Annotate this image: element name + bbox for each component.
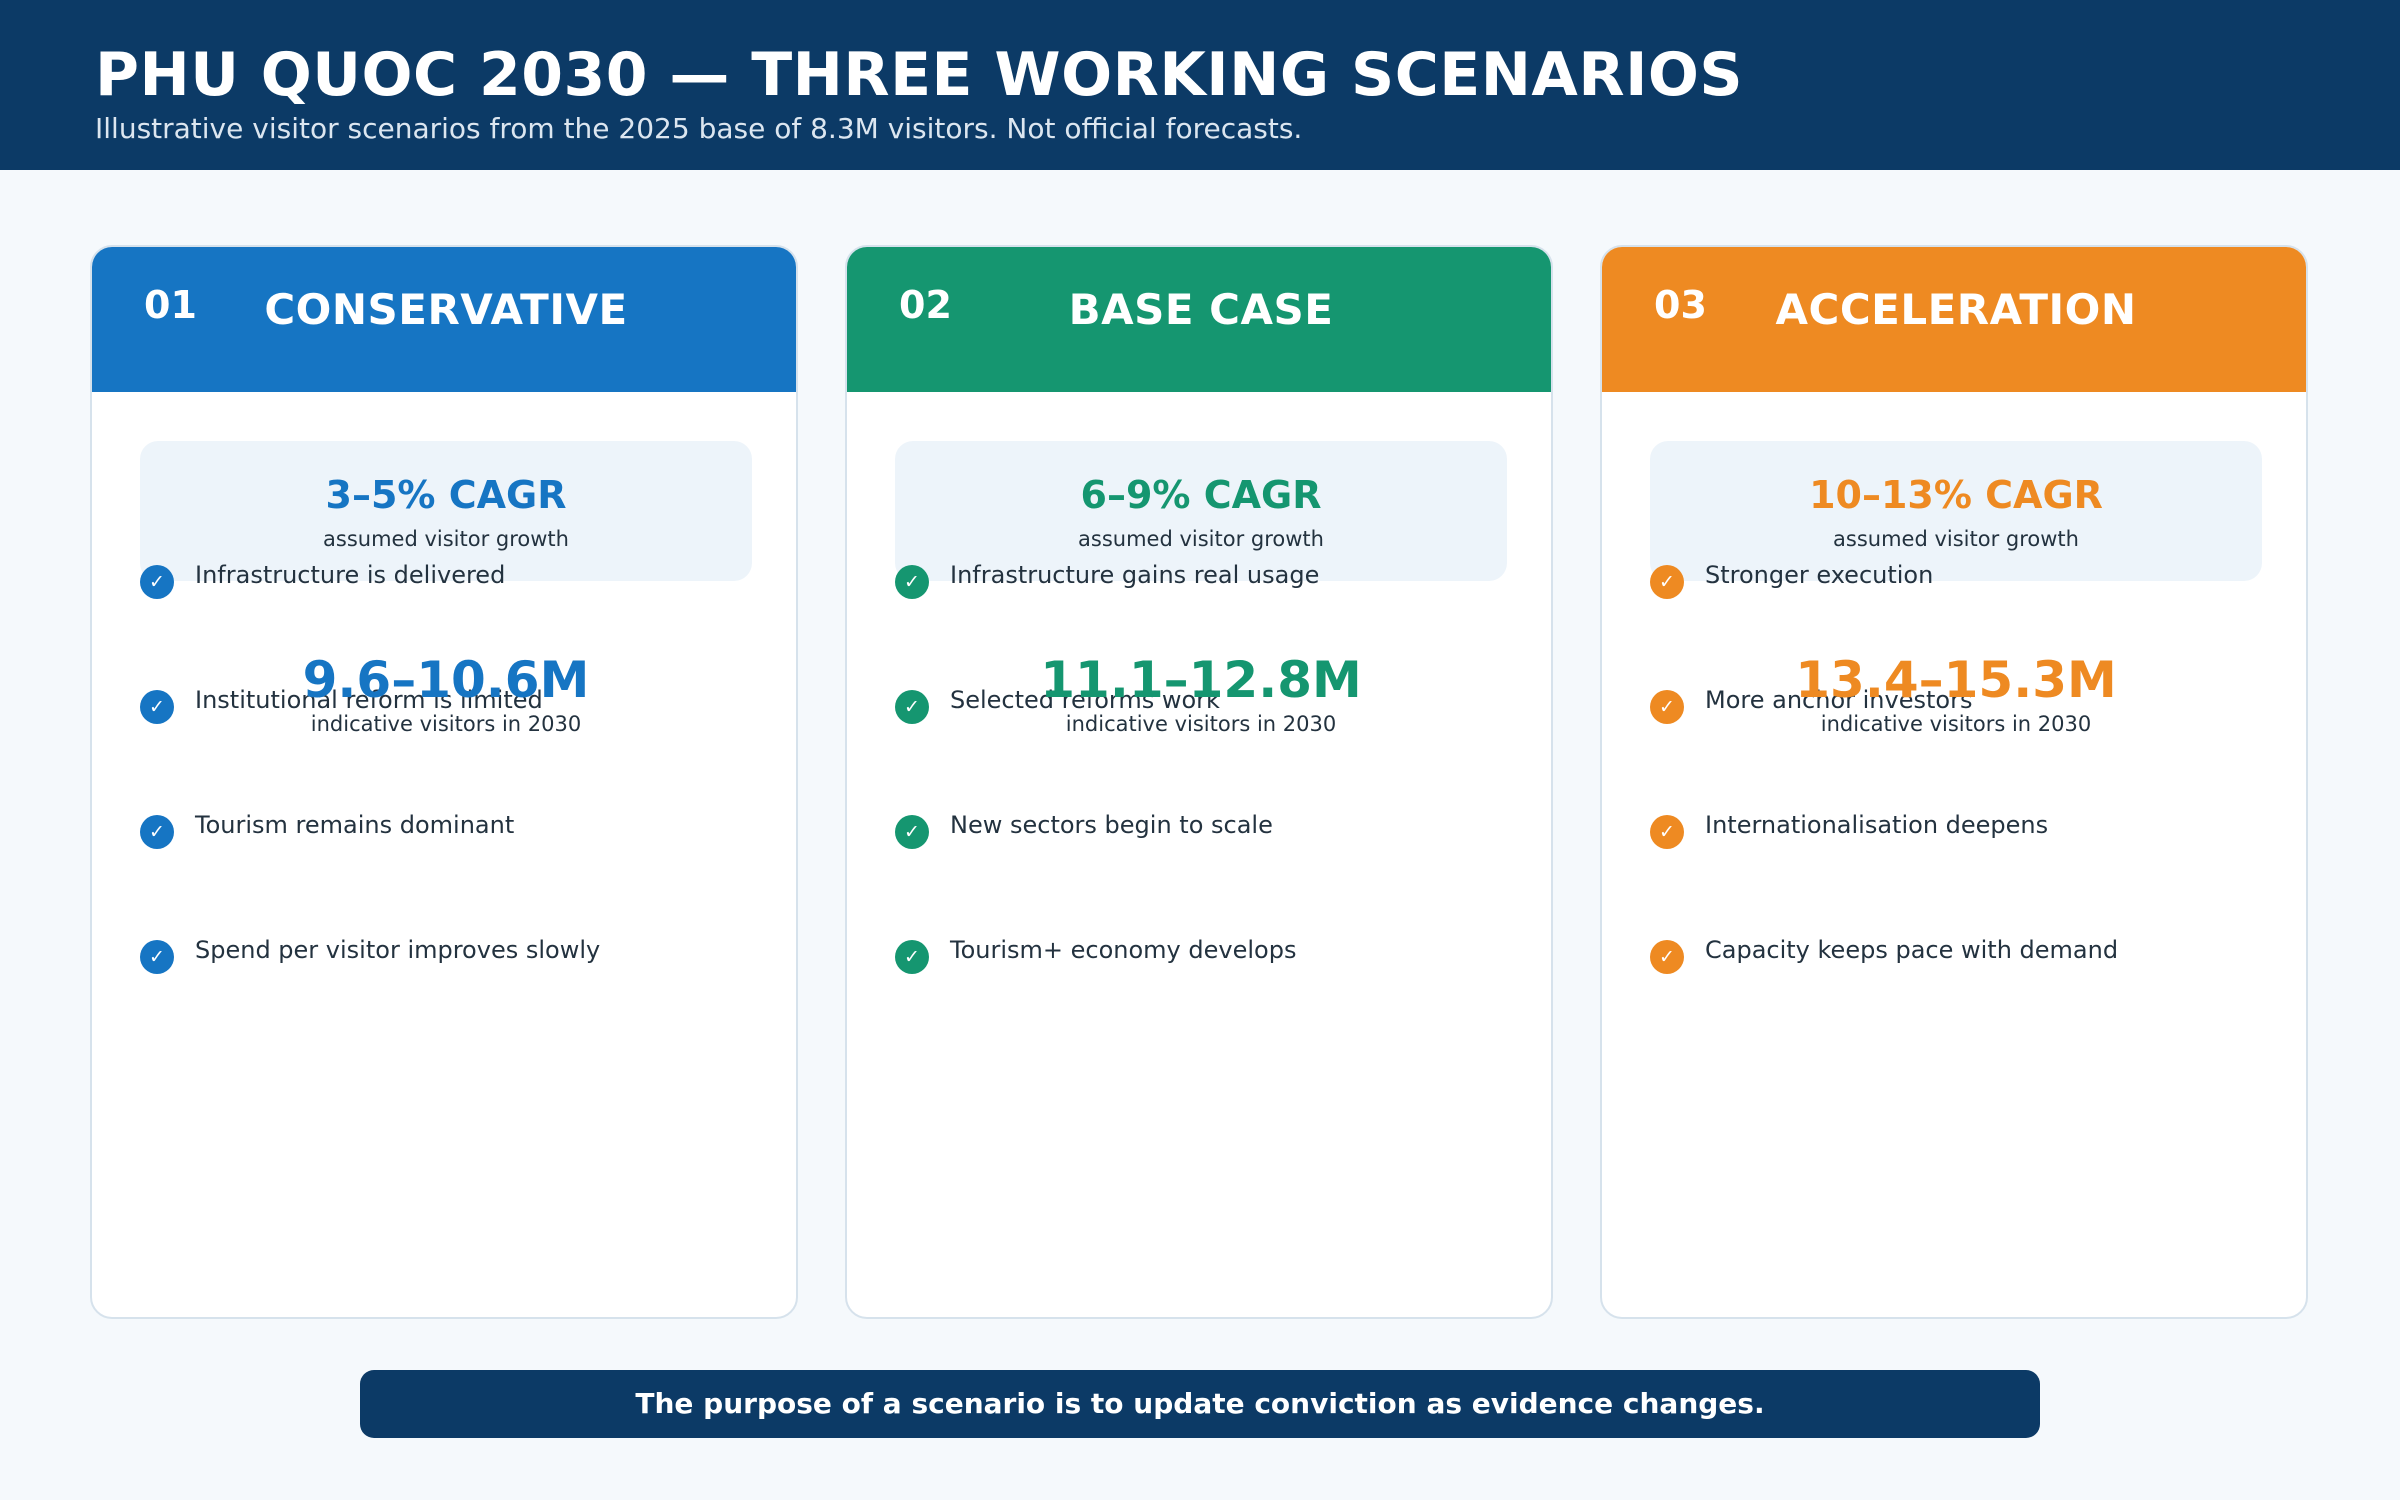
scenario-card-conservative: 01 CONSERVATIVE 3–5% CAGR assumed visito…	[90, 245, 798, 1319]
check-icon: ✓	[140, 690, 174, 724]
visitors-value: 11.1–12.8M	[1040, 651, 1362, 709]
check-icon: ✓	[140, 815, 174, 849]
scenario-name: CONSERVATIVE	[264, 285, 628, 334]
check-icon: ✓	[895, 940, 929, 974]
scenario-name: BASE CASE	[1068, 285, 1334, 334]
cagr-panel	[1650, 441, 2262, 581]
list-item: ✓ Internationalisation deepens	[1650, 811, 2290, 855]
footer-banner: The purpose of a scenario is to update c…	[360, 1370, 2040, 1438]
list-item-text: Stronger execution	[1705, 561, 1934, 589]
visitors-value: 9.6–10.6M	[302, 651, 590, 709]
visitors-label: indicative visitors in 2030	[1820, 712, 2092, 736]
check-icon: ✓	[1650, 690, 1684, 724]
list-item: ✓ Selected reforms work	[895, 686, 1535, 730]
list-item-text: Spend per visitor improves slowly	[195, 936, 601, 964]
list-item: ✓ Infrastructure gains real usage	[895, 561, 1535, 605]
list-item: ✓ New sectors begin to scale	[895, 811, 1535, 855]
list-item: ✓ More anchor investors	[1650, 686, 2290, 730]
scenario-number: 02	[899, 283, 952, 327]
check-icon: ✓	[140, 940, 174, 974]
scenario-header: 01 CONSERVATIVE	[92, 247, 796, 392]
check-icon: ✓	[895, 565, 929, 599]
list-item-text: Institutional reform is limited	[195, 686, 543, 714]
cagr-panel	[895, 441, 1507, 581]
cagr-label: assumed visitor growth	[1833, 527, 2079, 551]
header-banner: PHU QUOC 2030 — THREE WORKING SCENARIOS …	[0, 0, 2400, 170]
scenario-card-acceleration: 03 ACCELERATION 10–13% CAGR assumed visi…	[1600, 245, 2308, 1319]
cagr-panel	[140, 441, 752, 581]
cagr-value: 3–5% CAGR	[325, 473, 567, 517]
scenario-card-base-case: 02 BASE CASE 6–9% CAGR assumed visitor g…	[845, 245, 1553, 1319]
list-item: ✓ Capacity keeps pace with demand	[1650, 936, 2290, 980]
visitors-label: indicative visitors in 2030	[1065, 712, 1337, 736]
list-item-text: Infrastructure gains real usage	[950, 561, 1320, 589]
scenario-name: ACCELERATION	[1775, 285, 2137, 334]
scenario-header: 03 ACCELERATION	[1602, 247, 2306, 392]
list-item-text: Tourism+ economy develops	[950, 936, 1297, 964]
visitors-value: 13.4–15.3M	[1795, 651, 2117, 709]
list-item-text: Capacity keeps pace with demand	[1705, 936, 2119, 964]
list-item-text: More anchor investors	[1705, 686, 1973, 714]
cagr-label: assumed visitor growth	[323, 527, 569, 551]
list-item: ✓ Infrastructure is delivered	[140, 561, 780, 605]
list-item-text: Internationalisation deepens	[1705, 811, 2049, 839]
list-item-text: Tourism remains dominant	[195, 811, 515, 839]
check-icon: ✓	[140, 565, 174, 599]
list-item-text: New sectors begin to scale	[950, 811, 1273, 839]
page-subtitle: Illustrative visitor scenarios from the …	[95, 112, 1303, 145]
check-icon: ✓	[895, 815, 929, 849]
cagr-label: assumed visitor growth	[1078, 527, 1324, 551]
list-item: ✓ Institutional reform is limited	[140, 686, 780, 730]
check-icon: ✓	[1650, 815, 1684, 849]
list-item: ✓ Tourism remains dominant	[140, 811, 780, 855]
list-item-text: Selected reforms work	[950, 686, 1220, 714]
list-item: ✓ Tourism+ economy develops	[895, 936, 1535, 980]
visitors-label: indicative visitors in 2030	[310, 712, 582, 736]
scenario-number: 01	[144, 283, 197, 327]
cagr-value: 10–13% CAGR	[1809, 473, 2103, 517]
list-item-text: Infrastructure is delivered	[195, 561, 506, 589]
list-item: ✓ Spend per visitor improves slowly	[140, 936, 780, 980]
cagr-value: 6–9% CAGR	[1080, 473, 1322, 517]
check-icon: ✓	[1650, 940, 1684, 974]
page-title: PHU QUOC 2030 — THREE WORKING SCENARIOS	[95, 40, 1744, 110]
scenario-header: 02 BASE CASE	[847, 247, 1551, 392]
scenario-number: 03	[1654, 283, 1707, 327]
check-icon: ✓	[895, 690, 929, 724]
list-item: ✓ Stronger execution	[1650, 561, 2290, 605]
check-icon: ✓	[1650, 565, 1684, 599]
